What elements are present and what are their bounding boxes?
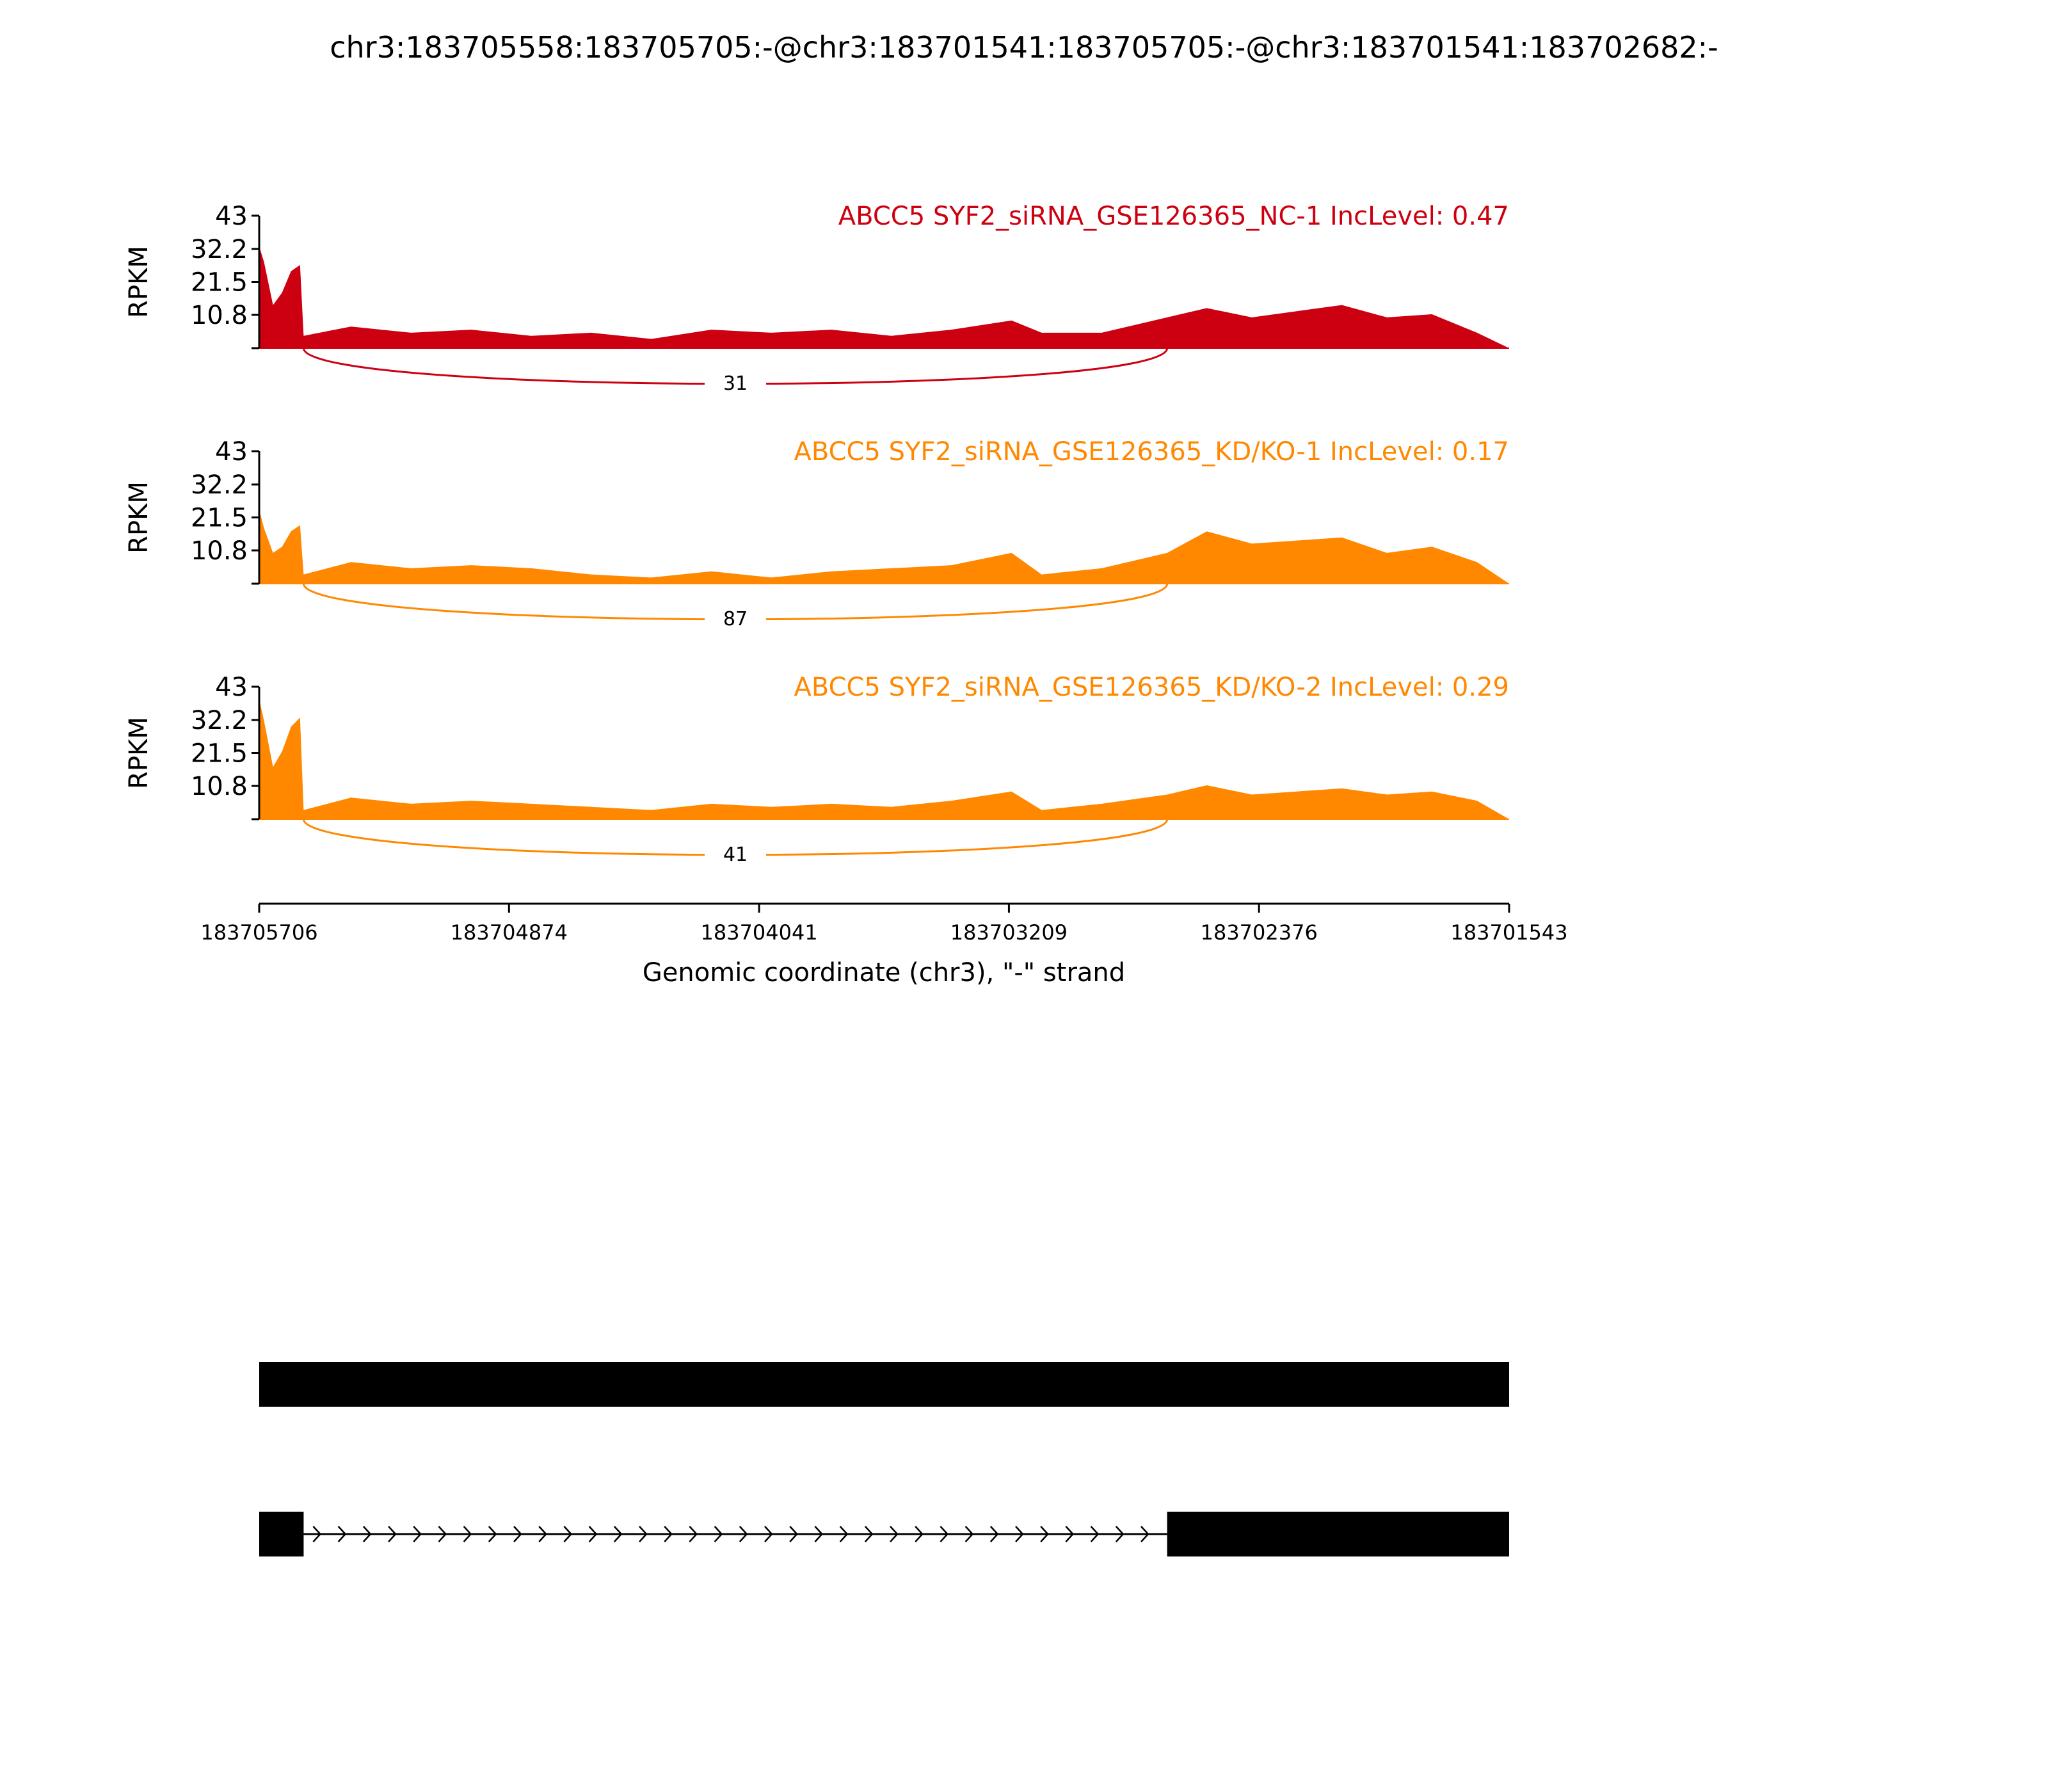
junction-count: 41	[723, 844, 748, 866]
coverage-area	[259, 509, 1509, 584]
track-3: 43 32.2 21.5 10.8 RPKM ABCC5 SYF2_siRNA_GSE12…	[124, 673, 1509, 867]
strand-arrow-icon	[1140, 1526, 1149, 1542]
strand-arrow-icon	[814, 1526, 824, 1542]
strand-arrow-icon	[563, 1526, 573, 1542]
coverage-area	[259, 246, 1509, 348]
y-tick-label: 32.2	[191, 235, 248, 264]
strand-arrow-icon	[964, 1526, 974, 1542]
strand-arrow-icon	[739, 1526, 748, 1542]
gene-model-1	[259, 1362, 1509, 1407]
y-tick-label: 43	[215, 202, 248, 231]
exon-block	[259, 1512, 304, 1556]
y-tick-label: 32.2	[191, 470, 248, 500]
strand-arrow-icon	[613, 1526, 623, 1542]
strand-arrow-icon	[1040, 1526, 1049, 1542]
strand-arrow-icon	[1015, 1526, 1024, 1542]
y-tick-label: 10.8	[191, 536, 248, 566]
x-tick-label: 183702376	[1201, 920, 1318, 945]
series-label: ABCC5 SYF2_siRNA_GSE126365_NC-1 IncLevel…	[838, 202, 1509, 231]
junction-label-bg	[705, 604, 767, 632]
strand-arrow-icon	[438, 1526, 447, 1542]
x-tick-label: 183705706	[200, 920, 317, 945]
strand-arrow-icon	[362, 1526, 372, 1542]
strand-arrow-icon	[1115, 1526, 1124, 1542]
strand-arrow-icon	[463, 1526, 472, 1542]
y-tick-label: 43	[215, 673, 248, 702]
x-tick-label: 183704874	[451, 920, 568, 945]
y-axis-label: RPKM	[124, 246, 154, 318]
strand-arrow-icon	[764, 1526, 773, 1542]
strand-arrow-icon	[639, 1526, 648, 1542]
junction-label-bg	[705, 368, 767, 396]
strand-arrow-icon	[588, 1526, 598, 1542]
strand-arrow-icon	[915, 1526, 924, 1542]
x-tick-label: 183703209	[950, 920, 1068, 945]
exon-block	[1167, 1512, 1509, 1556]
junction-count: 31	[723, 372, 748, 395]
x-axis-label: Genomic coordinate (chr3), "-" strand	[643, 958, 1125, 988]
y-tick-label: 21.5	[191, 739, 248, 769]
strand-arrow-icon	[664, 1526, 673, 1542]
strand-arrow-icon	[312, 1526, 322, 1542]
strand-arrow-icon	[538, 1526, 547, 1542]
y-tick-label: 21.5	[191, 268, 248, 298]
series-label: ABCC5 SYF2_siRNA_GSE126365_KD/KO-2 IncLe…	[794, 673, 1509, 702]
x-axis: 183705706 183704874 183704041 183703209 1837…	[200, 902, 1568, 988]
y-tick-label: 43	[215, 437, 248, 467]
y-tick-label: 10.8	[191, 301, 248, 330]
series-label: ABCC5 SYF2_siRNA_GSE126365_KD/KO-1 IncLe…	[794, 437, 1509, 467]
strand-arrow-icon	[940, 1526, 949, 1542]
strand-arrow-icon	[488, 1526, 497, 1542]
x-ticks: 183705706 183704874 183704041 183703209 1837…	[200, 904, 1568, 945]
y-axis-label: RPKM	[124, 717, 154, 789]
chart-title: chr3:183705558:183705705:-@chr3:18370154…	[330, 30, 1718, 65]
y-axis-label: RPKM	[124, 481, 154, 554]
strand-arrow-icon	[689, 1526, 698, 1542]
gene-model-2	[259, 1512, 1509, 1556]
strand-arrow-icon	[789, 1526, 798, 1542]
coverage-area	[259, 699, 1509, 819]
exon-block	[259, 1362, 1509, 1407]
strand-arrow-icon	[839, 1526, 849, 1542]
junction-label-bg	[705, 839, 767, 867]
y-tick-label: 32.2	[191, 706, 248, 735]
strand-arrow-icon	[337, 1526, 347, 1542]
strand-arrow-icon	[1065, 1526, 1075, 1542]
x-tick-label: 183704041	[700, 920, 817, 945]
y-tick-label: 10.8	[191, 772, 248, 801]
strand-arrow-icon	[890, 1526, 899, 1542]
strand-arrow-icon	[714, 1526, 723, 1542]
x-tick-label: 183701543	[1450, 920, 1567, 945]
track-1: 43 32.2 21.5 10.8 RPKM ABCC5 SYF2_siRNA_GSE12…	[124, 202, 1509, 396]
strand-arrow-icon	[388, 1526, 397, 1542]
strand-arrow-icon	[989, 1526, 999, 1542]
strand-arrow-icon	[413, 1526, 422, 1542]
y-tick-label: 21.5	[191, 504, 248, 533]
junction-count: 87	[723, 608, 748, 630]
strand-arrow-icon	[513, 1526, 522, 1542]
strand-arrow-icon	[864, 1526, 874, 1542]
gene-models	[259, 1362, 1509, 1556]
strand-arrow-icon	[1090, 1526, 1100, 1542]
